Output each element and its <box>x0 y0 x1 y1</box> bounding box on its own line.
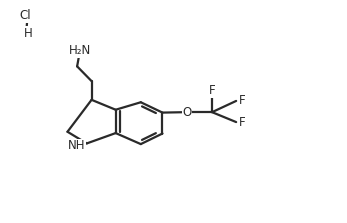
Text: Cl: Cl <box>20 9 31 22</box>
Text: O: O <box>183 106 192 119</box>
Text: F: F <box>209 84 215 97</box>
Text: H₂N: H₂N <box>68 44 91 58</box>
Text: H: H <box>24 27 33 40</box>
Text: NH: NH <box>68 139 85 152</box>
Text: F: F <box>239 116 246 130</box>
Text: F: F <box>239 93 246 107</box>
